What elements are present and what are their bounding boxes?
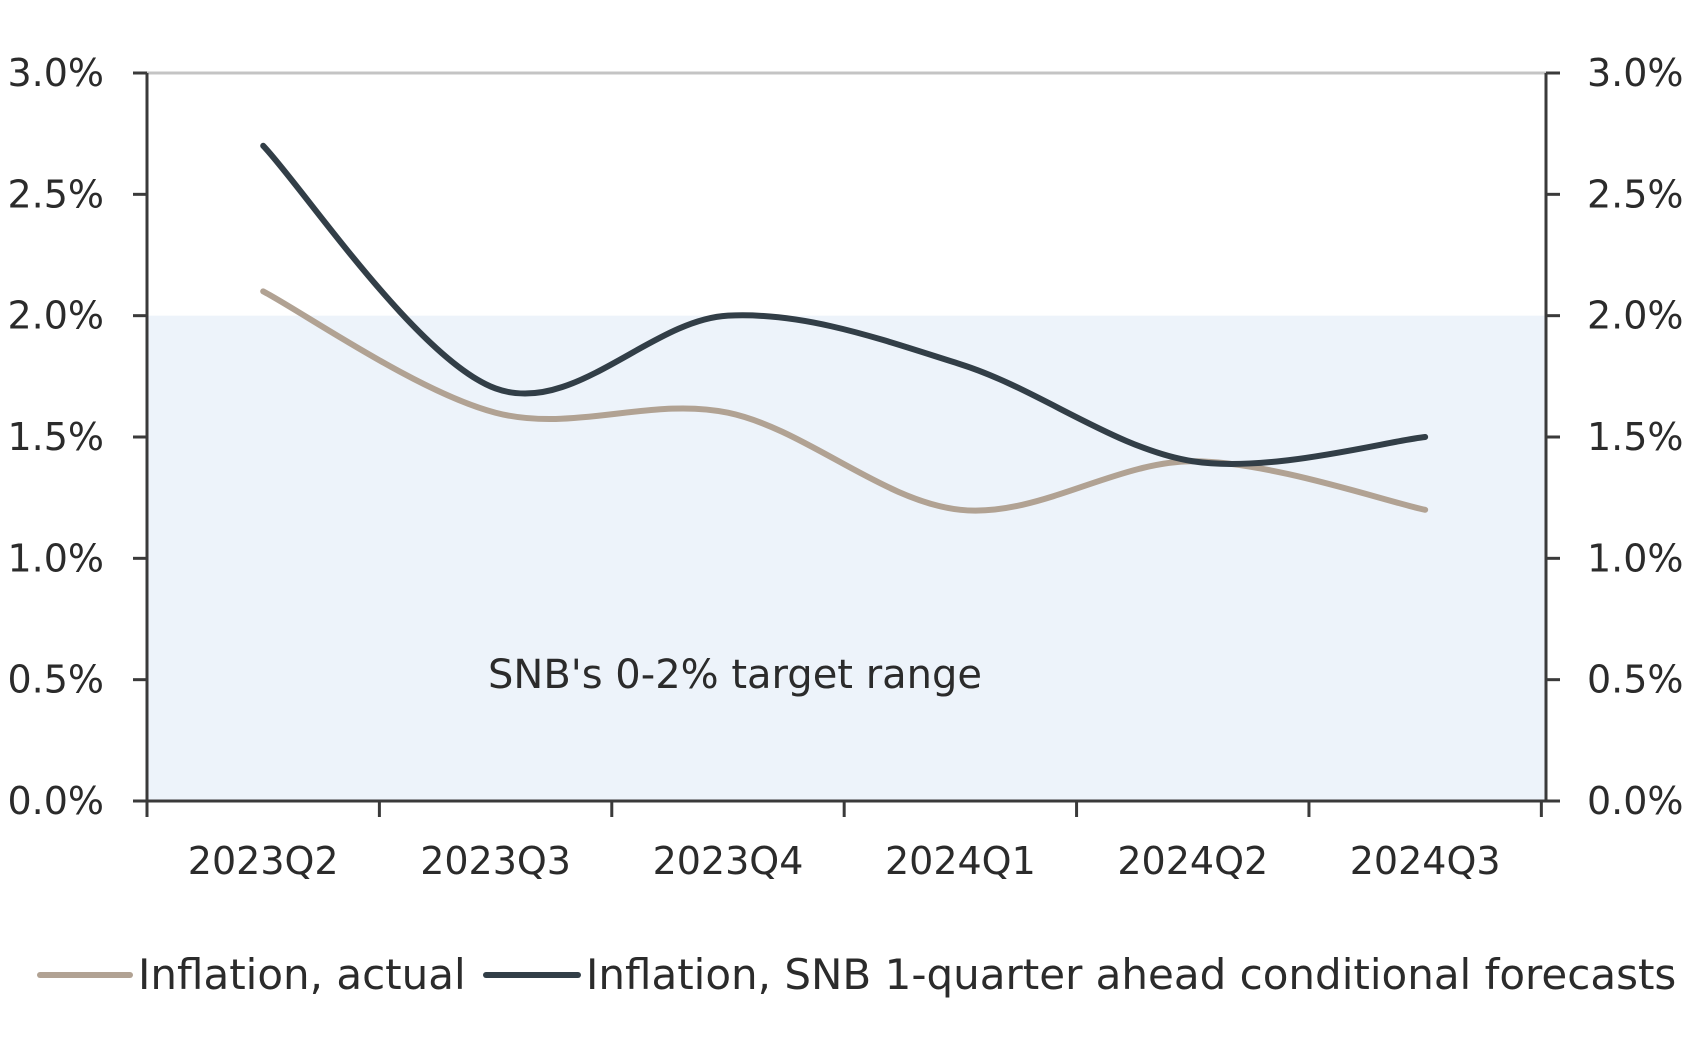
y-left-tick-label: 3.0%	[7, 51, 104, 95]
y-left-tick-label: 0.0%	[7, 779, 104, 823]
legend-label: Inflation, SNB 1-quarter ahead condition…	[586, 950, 1676, 999]
x-tick-label: 2023Q4	[653, 839, 804, 883]
y-right-tick-label: 0.5%	[1587, 658, 1684, 702]
x-tick-label: 2023Q2	[188, 839, 339, 883]
y-left-tick-label: 1.5%	[7, 415, 104, 459]
series-group	[260, 142, 1429, 514]
y-left-tick-label: 2.5%	[7, 172, 104, 216]
target-range-band	[147, 315, 1546, 801]
y-left-tick-label: 0.5%	[7, 658, 104, 702]
target-range-annotation: SNB's 0-2% target range	[488, 652, 982, 698]
axes: 0.0% 0.0% 0.5% 0.5% 1.0% 1.0% 1.5% 1.5% 2.0% 2.0%…	[7, 51, 1683, 883]
legend: Inflation, actual Inflation, SNB 1-quarte…	[37, 950, 1676, 999]
y-right-tick-label: 1.0%	[1587, 536, 1684, 580]
y-left-tick-label: 2.0%	[7, 294, 104, 338]
y-right-tick-label: 1.5%	[1587, 415, 1684, 459]
y-right-tick-label: 2.0%	[1587, 294, 1684, 338]
x-tick-label: 2024Q3	[1350, 839, 1501, 883]
x-tick-label: 2024Q2	[1117, 839, 1268, 883]
y-right-tick-label: 2.5%	[1587, 172, 1684, 216]
x-tick-label: 2024Q1	[885, 839, 1036, 883]
y-right-tick-label: 3.0%	[1587, 51, 1684, 95]
legend-label: Inflation, actual	[138, 950, 466, 999]
y-right-tick-label: 0.0%	[1587, 779, 1684, 823]
series-line-forecast	[260, 142, 1429, 467]
y-left-tick-label: 1.0%	[7, 536, 104, 580]
x-tick-label: 2023Q3	[420, 839, 571, 883]
